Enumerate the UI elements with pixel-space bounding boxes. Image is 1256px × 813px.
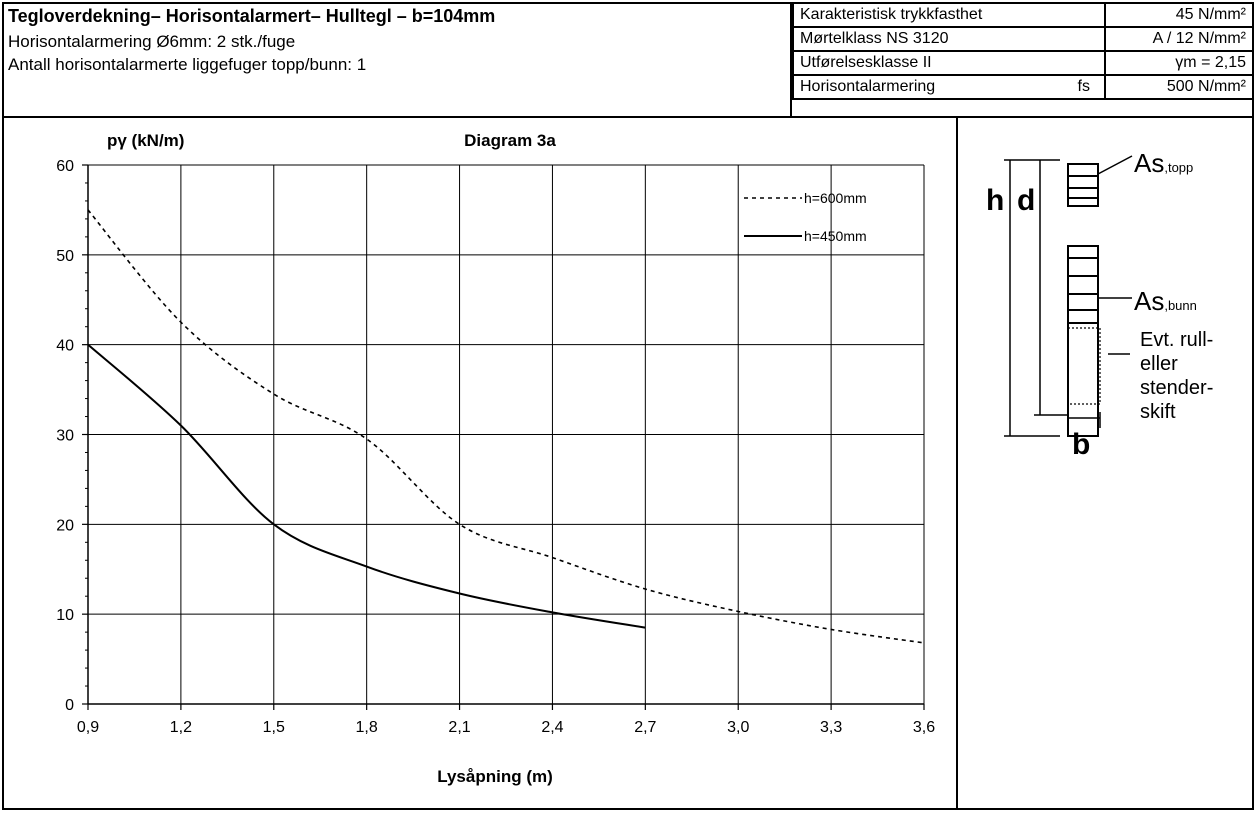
note-line: Evt. rull- (1140, 329, 1213, 351)
chart-grid (88, 164, 925, 704)
property-value: γm = 2,15 (1104, 50, 1254, 76)
property-value: 45 N/mm² (1104, 2, 1254, 28)
joint-count-info: Antall horisontalarmerte liggefuger topp… (8, 55, 367, 74)
y-tick-label: 20 (56, 517, 74, 534)
as-top-label: As,topp (1134, 148, 1193, 178)
property-label: Horisontalarmering fs (792, 74, 1106, 100)
property-row: Mørtelklass NS 3120 A / 12 N/mm² (792, 26, 1254, 52)
chart-svg: 0,9 1,2 1,5 1,8 2,1 2,4 2,7 3,0 3,3 3,6 0 10 20 30 40 5… (56, 131, 935, 786)
property-row: Utførelsesklasse II γm = 2,15 (792, 50, 1254, 76)
b-label: b (1072, 428, 1090, 458)
width-dimension (1067, 412, 1101, 428)
x-tick-label: 3,6 (913, 719, 935, 736)
as-bottom-label: As,bunn (1134, 286, 1197, 316)
property-row: Karakteristisk trykkfasthet 45 N/mm² (792, 2, 1254, 28)
header-info: Tegloverdekning– Horisontalarmert– Hullt… (2, 2, 792, 118)
header-divider (2, 116, 1254, 118)
reinforcement-info: Horisontalarmering Ø6mm: 2 stk./fuge (8, 32, 296, 51)
note-line: eller (1140, 353, 1178, 375)
legend-label: h=600mm (804, 190, 867, 206)
property-label: Utførelsesklasse II (792, 50, 1106, 76)
y-tick-label: 10 (56, 607, 74, 624)
chart-series (87, 209, 925, 644)
property-label: Mørtelklass NS 3120 (792, 26, 1106, 52)
d-label: d (1017, 184, 1035, 217)
note-line: skift (1140, 401, 1176, 423)
bottom-brick-block (1067, 245, 1099, 437)
x-tick-label: 1,2 (170, 719, 192, 736)
property-value: 500 N/mm² (1104, 74, 1254, 100)
x-tick-label: 1,5 (263, 719, 285, 736)
top-brick-block (1067, 163, 1099, 207)
properties-table: Karakteristisk trykkfasthet 45 N/mm² Mør… (792, 2, 1254, 100)
x-axis-label: Lysåpning (m) (437, 767, 553, 786)
chart-title: Diagram 3a (464, 131, 556, 150)
x-tick-label: 2,7 (634, 719, 656, 736)
x-tick-label: 3,3 (820, 719, 842, 736)
cross-section-diagram: h d b As,topp (960, 118, 1254, 461)
cross-section-svg: h d b As,topp (986, 148, 1213, 461)
height-dimension (1004, 159, 1060, 437)
x-tick-label: 2,1 (448, 719, 470, 736)
depth-dimension (1034, 160, 1068, 416)
property-value: A / 12 N/mm² (1104, 26, 1254, 52)
legend-label: h=450mm (804, 228, 867, 244)
y-tick-label: 40 (56, 338, 74, 355)
chart-ticks: 0,9 1,2 1,5 1,8 2,1 2,4 2,7 3,0 3,3 3,6 0 10 20 30 40 5… (56, 158, 935, 736)
chart-legend: h=600mm h=450mm (744, 190, 867, 244)
property-symbol: fs (1077, 78, 1090, 95)
note-line: stender- (1140, 377, 1213, 399)
chart-panel: 0,9 1,2 1,5 1,8 2,1 2,4 2,7 3,0 3,3 3,6 0 10 20 30 40 5… (2, 118, 958, 810)
property-label: Karakteristisk trykkfasthet (792, 2, 1106, 28)
y-tick-label: 0 (65, 697, 74, 714)
x-tick-label: 3,0 (727, 719, 749, 736)
h-label: h (986, 184, 1004, 217)
as-top-leader (1097, 155, 1133, 175)
page-title: Tegloverdekning– Horisontalarmert– Hullt… (8, 6, 496, 26)
x-tick-label: 1,8 (356, 719, 378, 736)
y-tick-label: 30 (56, 428, 74, 445)
x-tick-label: 2,4 (541, 719, 563, 736)
y-axis-label: pγ (kN/m) (107, 131, 184, 150)
y-tick-label: 60 (56, 158, 74, 175)
roll-course-outline (1067, 327, 1101, 405)
series-line-2 (87, 343, 646, 629)
series-line-1 (87, 209, 925, 644)
x-tick-label: 0,9 (77, 719, 99, 736)
property-label-text: Horisontalarmering (800, 78, 936, 95)
property-row: Horisontalarmering fs 500 N/mm² (792, 74, 1254, 100)
y-tick-label: 50 (56, 248, 74, 265)
